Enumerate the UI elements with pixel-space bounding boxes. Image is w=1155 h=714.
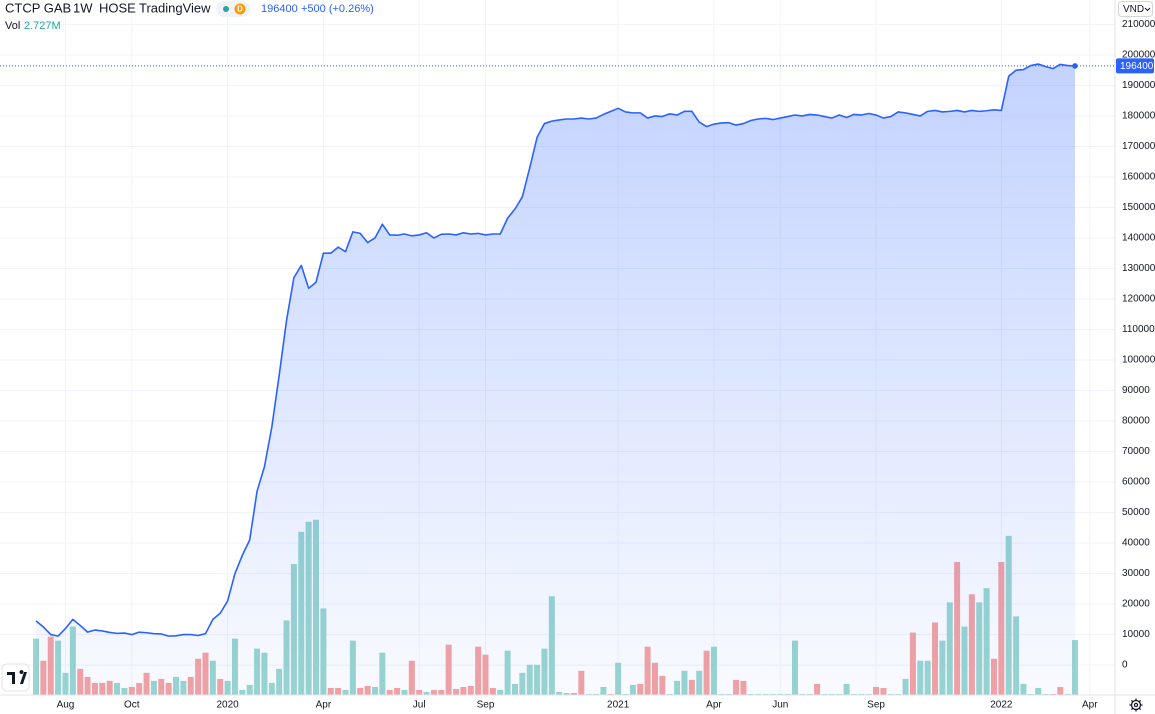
area-fill [36,64,1076,695]
y-tick-label: 160000 [1122,172,1155,183]
badge-text: D [237,5,243,14]
currency-selector[interactable] [1118,1,1153,17]
volume-label: Vol [5,20,20,32]
x-tick-label: Sep [477,700,495,711]
price-pane [0,63,1115,695]
y-tick-label: 110000 [1122,324,1155,335]
x-tick-label: Aug [57,700,75,711]
exchange: HOSE [99,0,136,15]
last-price: 196400 [261,3,298,15]
x-tick-label: Jul [413,700,426,711]
volume-value: 2.727M [24,20,61,32]
y-tick-label: 150000 [1122,202,1155,213]
symbol: CTCP GAB [5,0,71,15]
y-tick-label: 210000 [1122,19,1155,30]
y-tick-label: 90000 [1122,385,1150,396]
y-tick-label: 100000 [1122,355,1155,366]
x-tick-label: 2020 [216,700,239,711]
x-tick-label: 2022 [990,700,1013,711]
y-tick-label: 60000 [1122,477,1150,488]
last-price-label: 196400 [1120,61,1154,72]
y-tick-label: 30000 [1122,568,1150,579]
y-tick-label: 180000 [1122,111,1155,122]
badge-circle [234,3,246,15]
y-tick-label: 50000 [1122,507,1150,518]
dropdown-arrow [1144,7,1151,12]
y-tick-label: 10000 [1122,629,1150,640]
x-tick-label: Oct [124,700,140,711]
logo-mark [7,670,27,684]
y-tick-label: 190000 [1122,80,1155,91]
y-tick-label: 140000 [1122,233,1155,244]
y-tick-label: 120000 [1122,294,1155,305]
gear-ring [1130,699,1142,711]
y-tick-label: 20000 [1122,599,1150,610]
gear-hub [1133,702,1139,708]
y-tick-label: 170000 [1122,141,1155,152]
gear-teeth [1129,698,1143,712]
x-tick-label: Sep [867,700,885,711]
x-tick-label: Jun [772,700,788,711]
axes: 0 10000 20000 30000 40000 50000 60000 70000 8000… [57,19,1155,711]
status-dot [223,6,229,12]
x-tick-label: 2021 [607,700,630,711]
y-tick-label: 70000 [1122,446,1150,457]
y-tick-label: 130000 [1122,263,1155,274]
y-tick-label: 200000 [1122,50,1155,61]
x-tick-label: Apr [316,700,332,711]
settings[interactable] [1129,698,1143,712]
price-line [35,63,1076,637]
last-price-box [1116,58,1154,74]
x-tick-label: Apr [706,700,722,711]
currency: VND [1123,4,1144,15]
y-tick-label: 0 [1122,660,1128,671]
x-tick-label: Apr [1082,700,1098,711]
y-tick-label: 40000 [1122,538,1150,549]
interval: 1W [73,0,93,15]
source: TradingView [139,0,211,15]
last-price-dot [1072,63,1078,69]
price-change: +500 (+0.26%) [301,3,374,15]
y-tick-label: 80000 [1122,416,1150,427]
